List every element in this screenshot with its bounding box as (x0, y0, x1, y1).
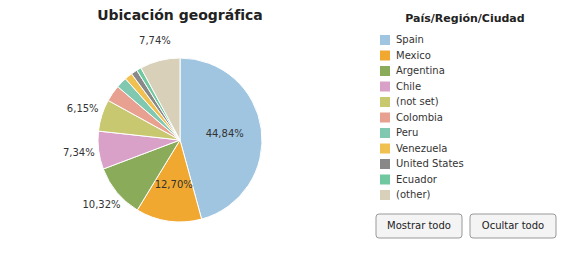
legend-swatch (380, 175, 390, 185)
legend-label: United States (396, 158, 464, 169)
legend-item: Venezuela (380, 143, 447, 154)
legend-swatch (380, 159, 390, 169)
legend-swatch (380, 144, 390, 154)
legend-label: Peru (396, 127, 418, 138)
button[interactable]: Ocultar todo (470, 214, 556, 238)
legend-swatch (380, 35, 390, 45)
legend-item: Argentina (380, 65, 445, 76)
legend-label: Argentina (396, 65, 445, 76)
button-label[interactable]: Mostrar todo (387, 220, 451, 231)
slice (141, 58, 180, 140)
data-label: 7,74% (139, 35, 171, 46)
legend-swatch (380, 113, 390, 123)
legend-item: Chile (380, 81, 421, 92)
data-labels: 44,84% 12,70% 10,32% 7,34% 6,15% 7,74% (63, 35, 244, 210)
button-label[interactable]: Ocultar todo (482, 220, 544, 231)
legend-label: Venezuela (396, 143, 447, 154)
data-label: 44,84% (206, 128, 244, 139)
data-label: 6,15% (67, 103, 99, 114)
legend-item: Ecuador (380, 174, 438, 185)
legend-item: Peru (380, 127, 418, 138)
legend-label: Chile (396, 81, 421, 92)
legend-label: Mexico (396, 50, 431, 61)
legend-label: Spain (396, 34, 424, 45)
legend-label: (not set) (396, 96, 439, 107)
legend-label: Colombia (396, 112, 443, 123)
title: Ubicación geográfica (97, 7, 263, 23)
button-box[interactable] (470, 214, 556, 238)
legend-label: Ecuador (396, 174, 438, 185)
button-box[interactable] (376, 214, 462, 238)
legend-item: Colombia (380, 112, 443, 123)
data-label: 7,34% (63, 147, 95, 158)
legend-item: Mexico (380, 50, 431, 61)
legend-label: (other) (396, 189, 431, 200)
legend-swatch (380, 128, 390, 138)
legend-swatch (380, 51, 390, 61)
button[interactable]: Mostrar todo (376, 214, 462, 238)
legend-item: (other) (380, 189, 431, 200)
chart: Ubicación geográfica 44,84% 12,70% 10,32% 7,… (0, 0, 566, 254)
data-label: 10,32% (82, 199, 120, 210)
data-label: 12,70% (155, 179, 193, 190)
legend-item: Spain (380, 34, 424, 45)
legend-item: United States (380, 158, 464, 169)
legend-swatch (380, 82, 390, 92)
legend-item: (not set) (380, 96, 439, 107)
buttons: Mostrar todo Ocultar todo (376, 214, 556, 238)
legend-swatch (380, 190, 390, 200)
legend: País/Región/Ciudad Spain Mexico Argentina Ch… (380, 12, 525, 200)
pie (98, 58, 262, 222)
legend-swatch (380, 97, 390, 107)
legend-swatch (380, 66, 390, 76)
legend-title: País/Región/Ciudad (405, 12, 524, 25)
